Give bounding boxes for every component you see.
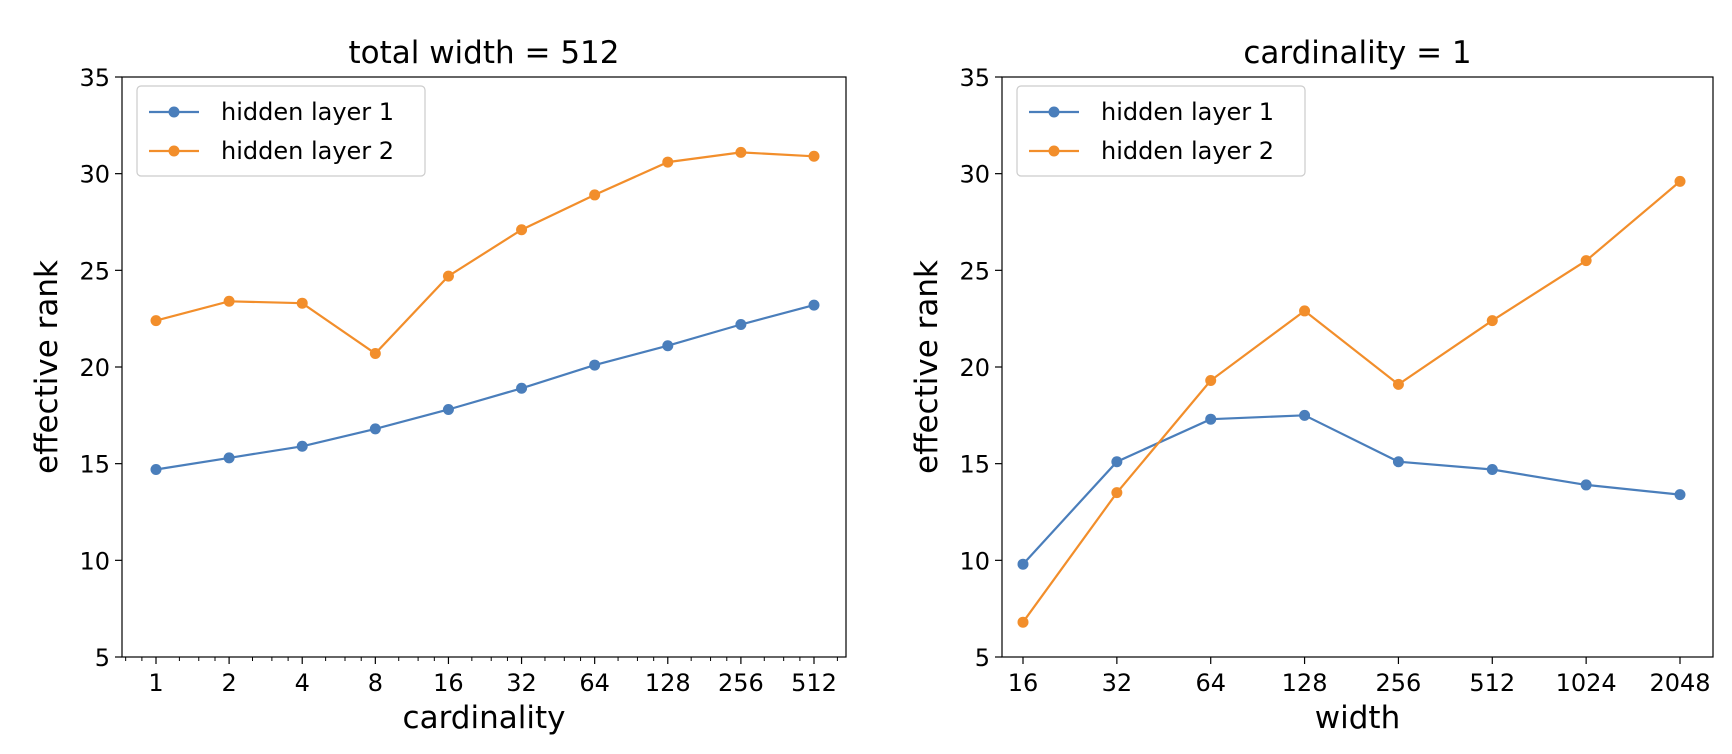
data-point-series-1 xyxy=(1674,489,1686,501)
data-point-series-2 xyxy=(1674,175,1686,187)
data-point-series-2 xyxy=(1111,487,1123,499)
y-tick-label: 30 xyxy=(959,161,990,189)
x-tick-label: 2 xyxy=(221,669,236,697)
data-point-series-1 xyxy=(516,382,528,394)
x-tick-label: 32 xyxy=(506,669,537,697)
y-axis-label: effective rank xyxy=(29,260,65,474)
legend-marker xyxy=(168,106,180,118)
data-point-series-1 xyxy=(808,299,820,311)
x-tick-label: 16 xyxy=(1008,669,1039,697)
x-tick-label: 1024 xyxy=(1556,669,1617,697)
x-tick-label: 32 xyxy=(1102,669,1133,697)
data-point-series-2 xyxy=(735,146,747,158)
legend-marker xyxy=(1048,106,1060,118)
data-point-series-2 xyxy=(1205,375,1217,387)
data-point-series-2 xyxy=(1392,378,1404,390)
chart-title: total width = 512 xyxy=(348,35,619,71)
y-tick-label: 35 xyxy=(959,64,990,92)
data-point-series-1 xyxy=(1111,456,1123,468)
data-point-series-2 xyxy=(1580,255,1592,267)
y-tick-label: 15 xyxy=(959,451,990,479)
chart-title: cardinality = 1 xyxy=(1243,35,1471,71)
x-tick-label: 2048 xyxy=(1649,669,1710,697)
data-point-series-1 xyxy=(1017,558,1029,570)
data-point-series-1 xyxy=(223,452,235,464)
data-point-series-1 xyxy=(1486,463,1498,475)
y-axis-label: effective rank xyxy=(909,260,945,474)
data-point-series-1 xyxy=(369,423,381,435)
legend-box xyxy=(1016,85,1306,177)
legend-marker xyxy=(1048,145,1060,157)
legend-label: hidden layer 2 xyxy=(221,137,394,165)
data-point-series-1 xyxy=(1299,409,1311,421)
x-tick-label: 512 xyxy=(791,669,837,697)
x-tick-label: 1 xyxy=(148,669,163,697)
legend-label: hidden layer 1 xyxy=(1101,98,1274,126)
x-axis-label: cardinality xyxy=(403,700,566,736)
x-tick-label: 64 xyxy=(1195,669,1226,697)
chart-cardinality-1: 16 32 64 128 256 512 1024 2048 5 10 15 20 25 30 35 card… xyxy=(909,35,1714,736)
series-line-2 xyxy=(155,151,815,355)
y-tick-label: 20 xyxy=(959,354,990,382)
series-line-1 xyxy=(155,304,815,471)
data-point-series-1 xyxy=(1392,456,1404,468)
data-point-series-2 xyxy=(150,315,162,327)
data-point-series-1 xyxy=(296,440,308,452)
data-point-series-2 xyxy=(369,347,381,359)
y-tick-label: 5 xyxy=(975,644,990,672)
y-tick-label: 20 xyxy=(79,354,110,382)
data-point-series-1 xyxy=(442,404,454,416)
data-point-series-2 xyxy=(662,156,674,168)
data-point-series-2 xyxy=(1017,616,1029,628)
legend-marker xyxy=(168,145,180,157)
data-point-series-2 xyxy=(1299,305,1311,317)
data-point-series-1 xyxy=(150,463,162,475)
y-tick-label: 10 xyxy=(79,547,110,575)
y-tick-label: 15 xyxy=(79,451,110,479)
y-tick-label: 5 xyxy=(95,644,110,672)
series-line-2 xyxy=(1022,180,1681,623)
data-point-series-1 xyxy=(1580,479,1592,491)
legend-label: hidden layer 1 xyxy=(221,98,394,126)
x-axis-label: width xyxy=(1315,700,1400,736)
y-tick-label: 25 xyxy=(959,257,990,285)
x-tick-label: 128 xyxy=(645,669,691,697)
data-point-series-2 xyxy=(516,224,528,236)
x-tick-label: 512 xyxy=(1469,669,1515,697)
x-tick-label: 16 xyxy=(433,669,464,697)
x-tick-label: 4 xyxy=(295,669,310,697)
data-point-series-1 xyxy=(1205,413,1217,425)
x-tick-label: 256 xyxy=(1376,669,1422,697)
data-point-series-1 xyxy=(662,340,674,352)
y-tick-label: 35 xyxy=(79,64,110,92)
y-tick-label: 25 xyxy=(79,257,110,285)
series-line-1 xyxy=(1022,414,1681,565)
y-tick-label: 10 xyxy=(959,547,990,575)
data-point-series-2 xyxy=(223,295,235,307)
x-tick-label: 8 xyxy=(368,669,383,697)
data-point-series-2 xyxy=(1486,315,1498,327)
x-tick-label: 256 xyxy=(718,669,764,697)
legend-label: hidden layer 2 xyxy=(1101,137,1274,165)
legend-box xyxy=(136,85,426,177)
data-point-series-2 xyxy=(442,270,454,282)
y-tick-label: 30 xyxy=(79,161,110,189)
x-tick-label: 128 xyxy=(1282,669,1328,697)
chart-total-width: 1 2 4 8 16 32 64 128 256 512 5 10 15 20 25 30 35 total wi… xyxy=(29,35,847,736)
x-tick-label: 64 xyxy=(579,669,610,697)
data-point-series-1 xyxy=(735,318,747,330)
data-point-series-2 xyxy=(808,150,820,162)
data-point-series-2 xyxy=(296,297,308,309)
data-point-series-2 xyxy=(589,189,601,201)
data-point-series-1 xyxy=(589,359,601,371)
